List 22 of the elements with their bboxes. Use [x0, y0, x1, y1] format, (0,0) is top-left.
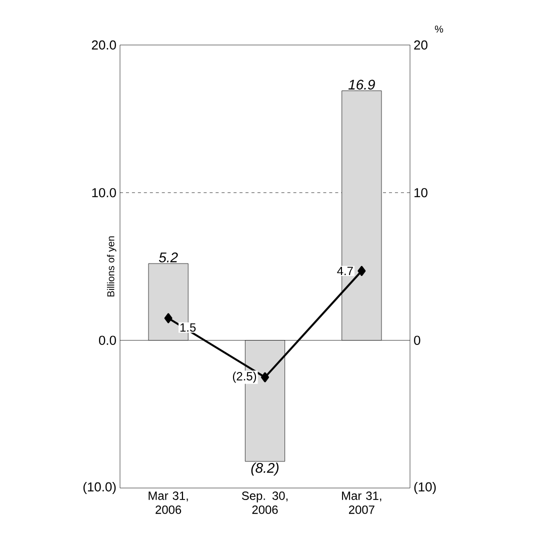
- x-tick-label: Mar 31, 2007: [342, 492, 382, 514]
- point: [358, 266, 366, 276]
- data-label: 5.2: [158, 252, 178, 262]
- y-tick-label: 0.0: [98, 336, 116, 345]
- y2-tick-label: (10): [414, 482, 436, 494]
- y2-tick-label: 0: [414, 336, 420, 345]
- point: [261, 372, 270, 382]
- y-tick-label: 10.0: [92, 188, 116, 198]
- x-tick-label: Mar 31, 2006: [148, 492, 188, 514]
- point: [164, 313, 172, 324]
- data-label: 16.9: [348, 80, 375, 90]
- y-tick-label: (10.0): [83, 482, 116, 494]
- y2-tick-label: 20: [414, 40, 428, 50]
- y2-tick-label: 10: [414, 188, 428, 198]
- x-tick-label: Sep. 30, 2006: [242, 492, 288, 514]
- y2-axis-title: %: [434, 26, 444, 33]
- data-label: (8.2): [251, 462, 279, 476]
- y-axis-title: Billions of yen: [106, 236, 116, 296]
- data-label: 1.5: [180, 323, 196, 332]
- data-label: (2.5): [232, 372, 256, 383]
- y-tick-label: 20.0: [92, 40, 116, 50]
- data-label: 4.7: [337, 266, 353, 276]
